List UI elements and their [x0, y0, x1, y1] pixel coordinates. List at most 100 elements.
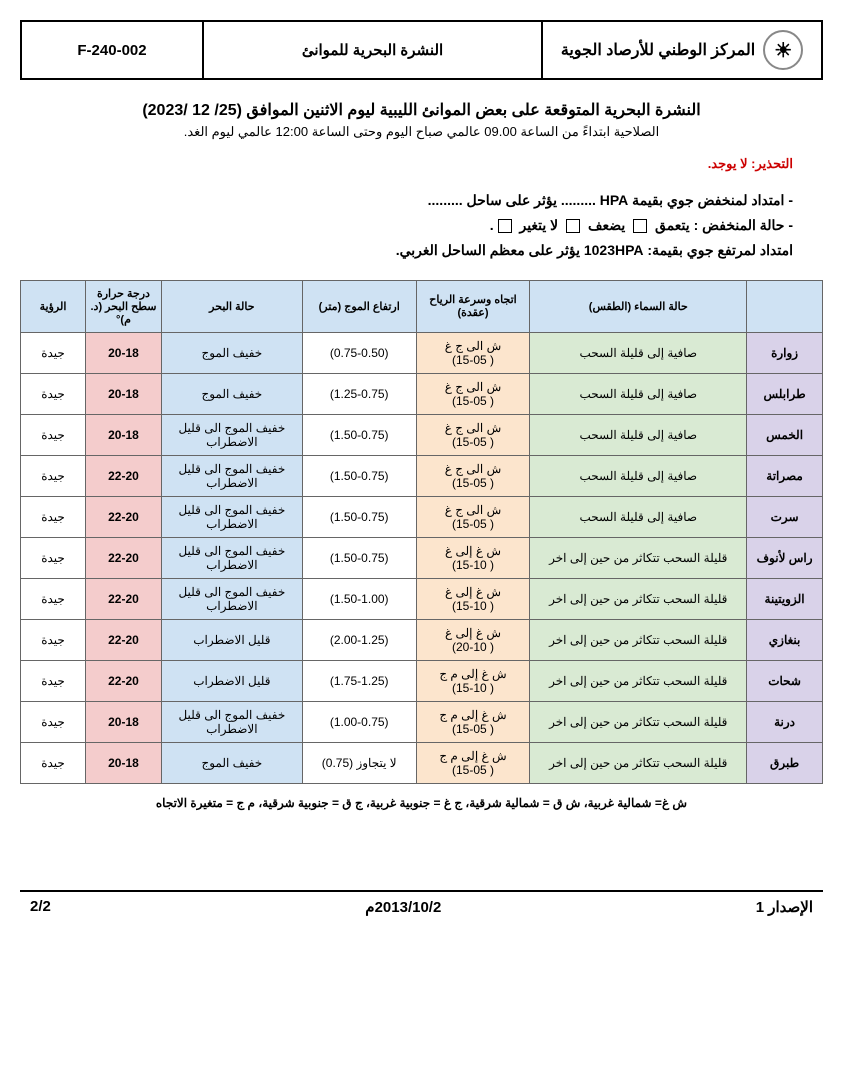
- footer: الإصدار 1 2013/10/2م 2/2: [20, 890, 823, 916]
- table-cell: جيدة: [21, 619, 86, 660]
- table-cell: جيدة: [21, 496, 86, 537]
- th-sea: حالة البحر: [161, 280, 302, 332]
- table-cell: 20-18: [86, 742, 162, 783]
- table-cell: خفيف الموج: [161, 373, 302, 414]
- table-cell: (1.25-0.75): [302, 373, 416, 414]
- table-cell: ش الى ج غ ( 15-05): [416, 496, 530, 537]
- table-cell: قليل الاضطراب: [161, 619, 302, 660]
- table-cell: قليلة السحب تتكاثر من حين إلى اخر: [530, 619, 747, 660]
- table-row: طرابلسصافية إلى قليلة السحبش الى ج غ ( 1…: [21, 373, 823, 414]
- table-cell: شحات: [747, 660, 823, 701]
- table-cell: صافية إلى قليلة السحب: [530, 455, 747, 496]
- table-cell: خفيف الموج الى قليل الاضطراب: [161, 701, 302, 742]
- table-cell: (1.50-1.00): [302, 578, 416, 619]
- table-cell: الخمس: [747, 414, 823, 455]
- warning-line: التحذير: لا يوجد.: [50, 156, 793, 172]
- table-cell: 20-18: [86, 701, 162, 742]
- table-cell: 22-20: [86, 537, 162, 578]
- table-cell: خفيف الموج الى قليل الاضطراب: [161, 496, 302, 537]
- table-cell: جيدة: [21, 373, 86, 414]
- table-cell: (1.50-0.75): [302, 537, 416, 578]
- th-vis: الرؤية: [21, 280, 86, 332]
- warning-text: لا يوجد.: [708, 156, 748, 171]
- th-temp: درجة حرارة سطح البحر (د. م)°: [86, 280, 162, 332]
- table-cell: (1.50-0.75): [302, 455, 416, 496]
- table-cell: بنغازي: [747, 619, 823, 660]
- table-cell: (1.75-1.25): [302, 660, 416, 701]
- table-cell: قليلة السحب تتكاثر من حين إلى اخر: [530, 701, 747, 742]
- table-cell: ش غ إلى غ ( 15-10): [416, 537, 530, 578]
- table-row: زوارةصافية إلى قليلة السحبش الى ج غ ( 15…: [21, 332, 823, 373]
- forecast-table: حالة السماء (الطقس) اتجاه وسرعة الرياح (…: [20, 280, 823, 784]
- table-cell: 22-20: [86, 578, 162, 619]
- table-cell: صافية إلى قليلة السحب: [530, 332, 747, 373]
- table-cell: قليلة السحب تتكاثر من حين إلى اخر: [530, 660, 747, 701]
- table-cell: راس لأنوف: [747, 537, 823, 578]
- table-header-row: حالة السماء (الطقس) اتجاه وسرعة الرياح (…: [21, 280, 823, 332]
- warning-label: التحذير:: [751, 156, 793, 171]
- table-cell: الزويتينة: [747, 578, 823, 619]
- table-cell: (1.00-0.75): [302, 701, 416, 742]
- header-row: ☀ المركز الوطني للأرصاد الجوية النشرة ال…: [20, 20, 823, 80]
- th-sky: حالة السماء (الطقس): [530, 280, 747, 332]
- table-cell: 22-20: [86, 496, 162, 537]
- header-org: ☀ المركز الوطني للأرصاد الجوية: [541, 22, 821, 78]
- table-cell: 20-18: [86, 373, 162, 414]
- checkbox-icon: [633, 219, 647, 233]
- table-cell: ش الى ج غ ( 15-05): [416, 373, 530, 414]
- legend: ش غ= شمالية غربية، ش ق = شمالية شرقية، ج…: [20, 796, 823, 810]
- table-cell: جيدة: [21, 742, 86, 783]
- table-row: مصراتةصافية إلى قليلة السحبش الى ج غ ( 1…: [21, 455, 823, 496]
- table-cell: درنة: [747, 701, 823, 742]
- table-row: بنغازيقليلة السحب تتكاثر من حين إلى اخرش…: [21, 619, 823, 660]
- table-cell: (1.50-0.75): [302, 496, 416, 537]
- table-cell: قليلة السحب تتكاثر من حين إلى اخر: [530, 578, 747, 619]
- table-cell: سرت: [747, 496, 823, 537]
- footer-date: 2013/10/2م: [365, 898, 441, 916]
- table-cell: مصراتة: [747, 455, 823, 496]
- table-row: راس لأنوفقليلة السحب تتكاثر من حين إلى ا…: [21, 537, 823, 578]
- table-cell: 22-20: [86, 455, 162, 496]
- table-cell: ش غ إلى غ ( 20-10): [416, 619, 530, 660]
- th-wind: اتجاه وسرعة الرياح (عقدة): [416, 280, 530, 332]
- table-cell: جيدة: [21, 660, 86, 701]
- th-city: [747, 280, 823, 332]
- table-row: سرتصافية إلى قليلة السحبش الى ج غ ( 15-0…: [21, 496, 823, 537]
- synopsis-block: - امتداد لمنخفض جوي بقيمة HPA ......... …: [50, 188, 793, 264]
- footer-issue: الإصدار 1: [756, 898, 813, 916]
- table-cell: صافية إلى قليلة السحب: [530, 496, 747, 537]
- table-cell: قليلة السحب تتكاثر من حين إلى اخر: [530, 742, 747, 783]
- table-cell: خفيف الموج الى قليل الاضطراب: [161, 414, 302, 455]
- table-cell: ش الى ج غ ( 15-05): [416, 414, 530, 455]
- table-row: درنةقليلة السحب تتكاثر من حين إلى اخرش غ…: [21, 701, 823, 742]
- header-title: النشرة البحرية للموانئ: [202, 22, 541, 78]
- checkbox-icon: [566, 219, 580, 233]
- table-cell: طبرق: [747, 742, 823, 783]
- table-cell: صافية إلى قليلة السحب: [530, 373, 747, 414]
- table-cell: 20-18: [86, 414, 162, 455]
- synopsis-line2: - حالة المنخفض : يتعمق يضعف لا يتغير .: [50, 213, 793, 238]
- table-cell: ش الى ج غ ( 15-05): [416, 332, 530, 373]
- checkbox-icon: [498, 219, 512, 233]
- table-row: الزويتينةقليلة السحب تتكاثر من حين إلى ا…: [21, 578, 823, 619]
- table-cell: خفيف الموج الى قليل الاضطراب: [161, 455, 302, 496]
- table-cell: جيدة: [21, 701, 86, 742]
- table-cell: ش غ إلى م ج ( 15-10): [416, 660, 530, 701]
- table-cell: (1.50-0.75): [302, 414, 416, 455]
- table-cell: ش غ إلى م ج ( 15-05): [416, 701, 530, 742]
- table-cell: صافية إلى قليلة السحب: [530, 414, 747, 455]
- table-row: طبرققليلة السحب تتكاثر من حين إلى اخرش غ…: [21, 742, 823, 783]
- table-cell: قليل الاضطراب: [161, 660, 302, 701]
- table-cell: خفيف الموج الى قليل الاضطراب: [161, 578, 302, 619]
- table-cell: ش غ إلى م ج ( 15-05): [416, 742, 530, 783]
- synopsis-line3: امتداد لمرتفع جوي بقيمة: 1023HPA يؤثر عل…: [50, 238, 793, 263]
- table-cell: (0.75-0.50): [302, 332, 416, 373]
- page-title: النشرة البحرية المتوقعة على بعض الموانئ …: [20, 100, 823, 120]
- table-cell: قليلة السحب تتكاثر من حين إلى اخر: [530, 537, 747, 578]
- table-cell: لا يتجاوز (0.75): [302, 742, 416, 783]
- logo-icon: ☀: [763, 30, 803, 70]
- table-cell: ش الى ج غ ( 15-05): [416, 455, 530, 496]
- th-wave: ارتفاع الموج (متر): [302, 280, 416, 332]
- table-cell: طرابلس: [747, 373, 823, 414]
- page-subtitle: الصلاحية ابتداءً من الساعة 09.00 عالمي ص…: [20, 124, 823, 140]
